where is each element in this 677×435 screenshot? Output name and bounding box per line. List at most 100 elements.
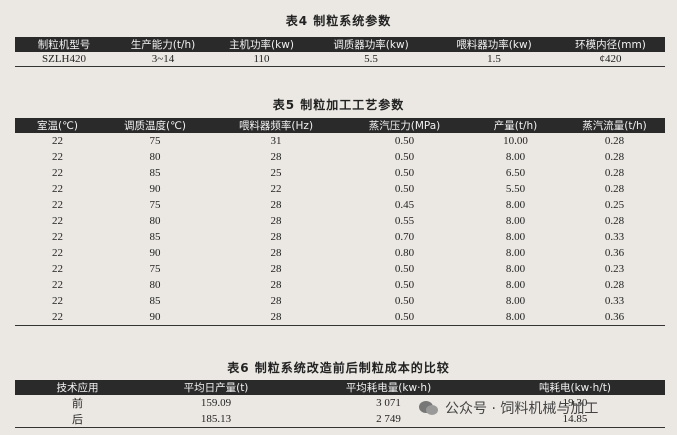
table-row: 后 185.13 2 749 14.85: [15, 411, 665, 428]
table-cell: 2 749: [292, 411, 485, 428]
table-cell: 0.50: [394, 295, 415, 307]
table-cell: 0.50: [394, 151, 415, 163]
table-cell: 28: [270, 279, 282, 291]
table-cell: 25: [270, 167, 282, 179]
table-cell: 28: [270, 215, 282, 227]
table-cell: 0.33: [604, 231, 625, 243]
table-row: 22 75 28 0.50 8.00 0.23: [15, 261, 665, 277]
table-cell: 0.50: [394, 167, 415, 179]
table-cell: 前: [72, 398, 83, 410]
table-cell: 6.50: [505, 167, 526, 179]
table-cell: 22: [52, 135, 63, 147]
table-cell: 0.28: [604, 279, 625, 291]
table-cell: 22: [52, 215, 63, 227]
table-row: 22 80 28 0.55 8.00 0.28: [15, 213, 665, 229]
table-cell: 8.00: [505, 279, 526, 291]
table-cell: 80: [149, 215, 161, 227]
table-cell: 28: [270, 247, 282, 259]
table-cell: 8.00: [505, 247, 526, 259]
table-cell: 31: [270, 135, 282, 147]
header-cell: 生产能力(t/h): [113, 37, 213, 52]
table-cell: 0.25: [604, 199, 625, 211]
table-row: SZLH420 3~14 110 5.5 1.5 ¢420: [15, 52, 665, 67]
header-row: 技术应用 平均日产量(t) 平均耗电量(kw·h) 吨耗电(kw·h/t): [15, 380, 665, 395]
table-cell: 80: [149, 151, 161, 163]
table-cell: 22: [52, 279, 63, 291]
table-cell: 75: [149, 135, 161, 147]
table-title: 表4 制粒系统参数: [285, 14, 392, 28]
table-cell: 28: [270, 151, 282, 163]
table-cell: 0.28: [604, 135, 625, 147]
table-cell: 22: [52, 295, 63, 307]
table-cell: 0.50: [342, 309, 467, 326]
table-body: 22 75 31 0.50 10.00 0.28 22 80 28 0.50 8.00 0.28 22 8…: [15, 133, 665, 326]
table-cell: 28: [270, 263, 282, 275]
table-cell: 22: [52, 167, 63, 179]
table-title: 表6 制粒系统改造前后制粒成本的比较: [227, 361, 450, 375]
header-cell: 蒸汽压力(MPa): [342, 118, 467, 133]
table-body: SZLH420 3~14 110 5.5 1.5 ¢420: [15, 52, 665, 67]
table-cell: 8.00: [505, 295, 526, 307]
table-cell: 0.80: [394, 247, 415, 259]
table-cell: 10.00: [503, 135, 528, 147]
table-cell: 0.28: [604, 167, 625, 179]
header-cell: 调质器功率(kw): [310, 37, 432, 52]
table-cell: 5.5: [310, 52, 432, 67]
table-cell: 0.28: [604, 183, 625, 195]
table-cell: 8.00: [505, 151, 526, 163]
header-cell: 蒸汽流量(t/h): [564, 118, 665, 133]
table: 制粒机型号 生产能力(t/h) 主机功率(kw) 调质器功率(kw) 喂料器功率(kw)…: [15, 37, 665, 67]
table-cell: 0.50: [394, 135, 415, 147]
table-cell: 0.50: [394, 263, 415, 275]
table-row: 前 159.09 3 071 19.30: [15, 395, 665, 411]
table-row: 22 85 25 0.50 6.50 0.28: [15, 165, 665, 181]
table-cell: 85: [149, 167, 161, 179]
header-cell: 制粒机型号: [15, 37, 113, 52]
table-cell: 5.50: [505, 183, 526, 195]
table-cell: 3~14: [113, 52, 213, 67]
header-cell: 平均耗电量(kw·h): [292, 380, 485, 395]
header-cell: 平均日产量(t): [140, 380, 292, 395]
header-cell: 技术应用: [15, 380, 140, 395]
table-cell: 22: [52, 247, 63, 259]
header-cell: 喂料器频率(Hz): [210, 118, 342, 133]
table-cell: 0.45: [394, 199, 415, 211]
table-cell: 后: [15, 411, 140, 428]
table-cell: 0.23: [604, 263, 625, 275]
header-row: 制粒机型号 生产能力(t/h) 主机功率(kw) 调质器功率(kw) 喂料器功率(kw)…: [15, 37, 665, 52]
table-body: 前 159.09 3 071 19.30 后 185.13 2 749 14.85: [15, 395, 665, 428]
table-cell: 0.33: [604, 295, 625, 307]
header-cell: 室温(℃): [15, 118, 100, 133]
table-cell: 0.50: [394, 183, 415, 195]
table-cell: 22: [52, 231, 63, 243]
table-cell: 22: [52, 151, 63, 163]
table-row: 22 75 31 0.50 10.00 0.28: [15, 133, 665, 149]
watermark: 公众号 · 饲料机械与加工: [418, 398, 598, 418]
table-cell: 0.70: [394, 231, 415, 243]
wechat-icon: [419, 401, 438, 415]
table-cell: ¢420: [556, 52, 665, 67]
table: 技术应用 平均日产量(t) 平均耗电量(kw·h) 吨耗电(kw·h/t) 前 159.0…: [15, 380, 665, 428]
table-cell: 80: [149, 279, 161, 291]
table-cell: 14.85: [485, 411, 665, 428]
table-cell: 28: [210, 309, 342, 326]
header-cell: 主机功率(kw): [213, 37, 310, 52]
table-cell: 90: [149, 183, 161, 195]
table-cell: 8.00: [505, 199, 526, 211]
table-cell: 28: [270, 295, 282, 307]
table-cell: 8.00: [505, 231, 526, 243]
table-row: 22 80 28 0.50 8.00 0.28: [15, 149, 665, 165]
table-cell: 85: [149, 231, 161, 243]
table-cell: 22: [52, 263, 63, 275]
table-cell: 1.5: [432, 52, 556, 67]
table-cell: 0.36: [604, 247, 625, 259]
table-cell: 0.28: [604, 151, 625, 163]
table-cell: 28: [270, 231, 282, 243]
table-cell: 8.00: [467, 309, 564, 326]
table-cell: SZLH420: [15, 52, 113, 67]
table-cell: 159.09: [200, 397, 232, 409]
table-cell: 22: [52, 183, 63, 195]
table-header: 技术应用 平均日产量(t) 平均耗电量(kw·h) 吨耗电(kw·h/t): [15, 380, 665, 395]
table-cell: 110: [213, 52, 310, 67]
